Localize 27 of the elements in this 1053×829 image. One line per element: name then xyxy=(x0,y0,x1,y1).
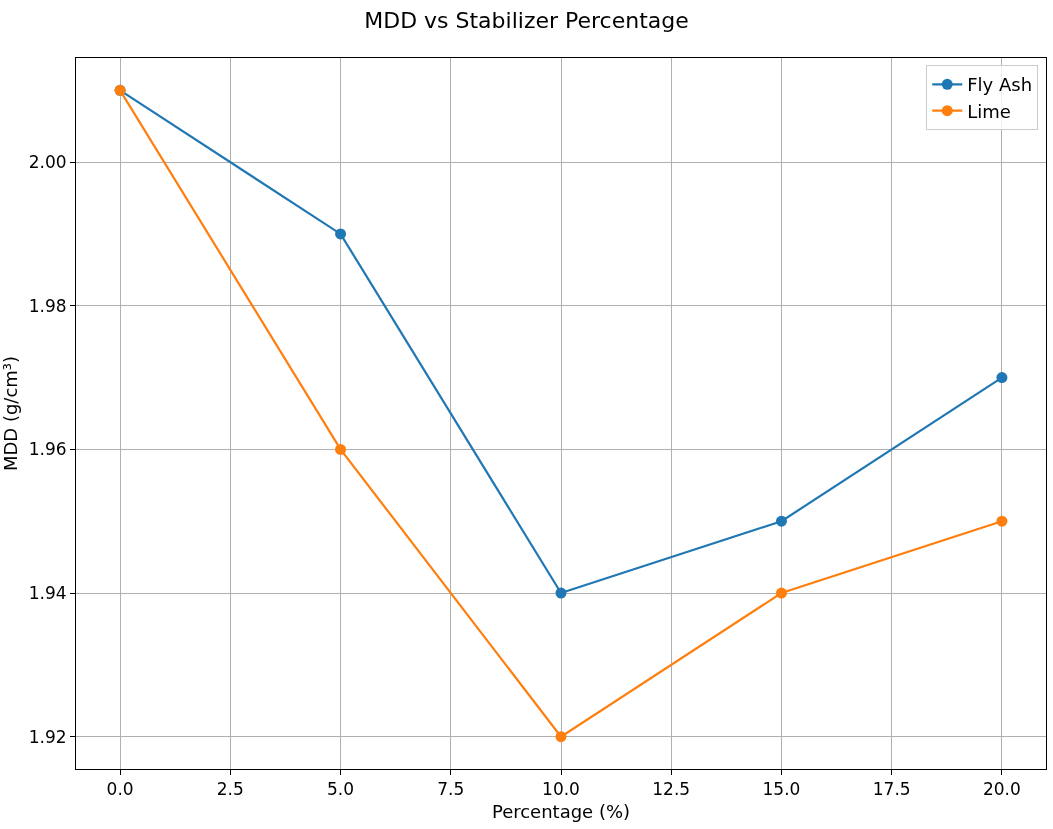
y-tick-label: 1.92 xyxy=(28,726,67,747)
chart-title: MDD vs Stabilizer Percentage xyxy=(364,7,689,33)
y-tick-label: 1.98 xyxy=(28,295,67,316)
y-tick-label: 2.00 xyxy=(28,152,67,173)
legend-label: Lime xyxy=(967,100,1011,122)
x-tick-label: 15.0 xyxy=(762,779,801,800)
x-tick-label: 17.5 xyxy=(872,779,911,800)
x-tick-label: 7.5 xyxy=(437,779,465,800)
point xyxy=(996,515,1008,527)
legend-label: Fly Ash xyxy=(967,74,1033,96)
point xyxy=(555,731,567,743)
y-axis-title: MDD (g/cm³) xyxy=(0,355,21,472)
x-tick-label: 10.0 xyxy=(542,779,580,800)
x-tick-label: 2.5 xyxy=(216,779,244,800)
point xyxy=(996,372,1008,384)
y-tick-label: 1.94 xyxy=(28,583,67,603)
x-axis-title: Percentage (%) xyxy=(491,800,631,822)
point xyxy=(335,443,347,455)
point xyxy=(335,228,347,240)
point xyxy=(775,515,787,527)
y-tick-label: 1.96 xyxy=(28,439,67,460)
x-tick-label: 0.0 xyxy=(106,779,134,800)
x-tick-label: 20.0 xyxy=(982,779,1021,800)
point xyxy=(775,587,787,599)
x-tick-label: 5.0 xyxy=(327,779,355,800)
point xyxy=(555,587,567,599)
x-tick-label: 12.5 xyxy=(652,779,691,800)
